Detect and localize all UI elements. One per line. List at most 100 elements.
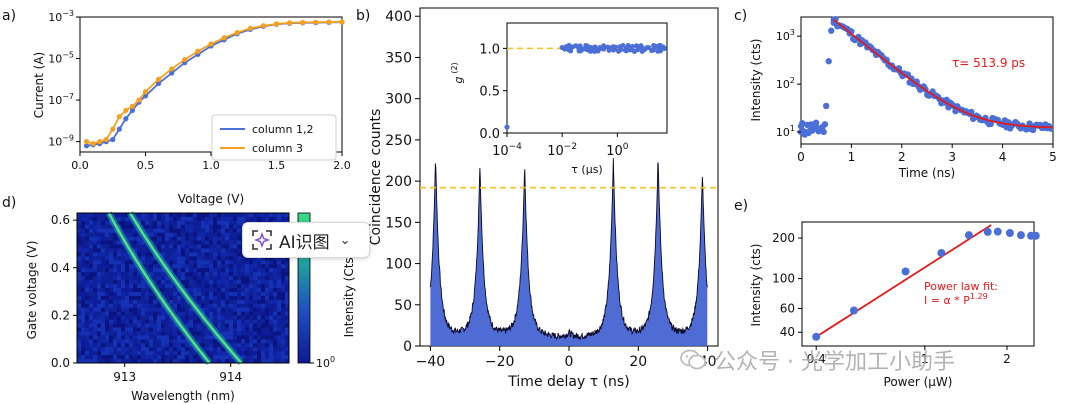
heatmap-cell — [225, 272, 230, 277]
heatmap-cell — [185, 220, 190, 226]
heatmap-cell — [137, 327, 142, 332]
heatmap-cell — [117, 315, 122, 320]
heatmap-cell — [277, 276, 282, 281]
heatmap-cell — [249, 291, 254, 297]
heatmap-cell — [77, 295, 82, 301]
heatmap-cell — [81, 351, 86, 356]
heatmap-cell — [129, 276, 134, 281]
heatmap-cell — [233, 295, 238, 301]
heatmap-cell — [189, 216, 194, 222]
heatmap-cell — [205, 311, 210, 317]
heatmap-cell — [113, 252, 118, 257]
heatmap-cell — [241, 288, 246, 293]
heatmap-cell — [241, 213, 246, 218]
heatmap-cell — [269, 272, 274, 277]
heatmap-cell — [177, 220, 182, 226]
heatmap-cell — [269, 288, 274, 293]
heatmap-cell — [265, 359, 270, 364]
heatmap-cell — [197, 272, 202, 277]
panel-c-ytick-label: 102 — [776, 76, 795, 91]
heatmap-cell — [121, 343, 126, 348]
heatmap-cell — [105, 311, 110, 317]
heatmap-cell — [273, 335, 278, 340]
heatmap-cell — [217, 295, 222, 301]
heatmap-cell — [245, 256, 250, 261]
heatmap-cell — [161, 311, 166, 317]
heatmap-cell — [177, 236, 182, 242]
heatmap-cell — [101, 327, 106, 332]
heatmap-cell — [197, 355, 202, 360]
heatmap-cell — [157, 331, 162, 336]
heatmap-cell — [281, 299, 286, 305]
heatmap-cell — [125, 323, 130, 328]
heatmap-cell — [265, 256, 270, 261]
heatmap-cell — [177, 355, 182, 360]
heatmap-cell — [221, 260, 226, 265]
heatmap-cell — [221, 288, 226, 293]
heatmap-cell — [77, 355, 82, 360]
heatmap-cell — [81, 236, 86, 242]
panel-d-ylabel: Gate voltage (V) — [25, 241, 39, 340]
heatmap-cell — [233, 224, 238, 230]
heatmap-cell — [181, 268, 186, 273]
chevron-down-icon[interactable]: ⌄ — [339, 232, 351, 248]
heatmap-cell — [213, 303, 218, 309]
heatmap-cell — [209, 216, 214, 222]
heatmap-cell — [85, 299, 90, 305]
heatmap-cell — [229, 291, 234, 297]
heatmap-cell — [141, 280, 146, 285]
heatmap-cell — [185, 252, 190, 257]
heatmap-cell — [229, 228, 234, 234]
heatmap-cell — [257, 280, 262, 285]
inset-ylabel-g: g — [452, 76, 465, 83]
heatmap-cell — [117, 252, 122, 257]
heatmap-cell — [209, 315, 214, 320]
heatmap-cell — [221, 224, 226, 230]
panel-b-ytick-label: 150 — [385, 215, 412, 231]
heatmap-cell — [125, 343, 130, 348]
heatmap-cell — [137, 244, 142, 249]
heatmap-cell — [265, 280, 270, 285]
heatmap-cell — [209, 295, 214, 301]
heatmap-cell — [265, 299, 270, 305]
heatmap-cell — [117, 299, 122, 305]
heatmap-cell — [153, 256, 158, 261]
heatmap-cell — [213, 280, 218, 285]
heatmap-cell — [249, 303, 254, 309]
heatmap-cell — [169, 295, 174, 301]
heatmap-cell — [221, 256, 226, 261]
panel-a-ytick-label: 10−9 — [48, 134, 74, 149]
heatmap-cell — [149, 335, 154, 340]
heatmap-cell — [217, 280, 222, 285]
heatmap-cell — [121, 291, 126, 297]
heatmap-cell — [209, 351, 214, 356]
heatmap-cell — [265, 323, 270, 328]
panel-c-point — [987, 120, 994, 128]
heatmap-cell — [209, 260, 214, 265]
heatmap-cell — [209, 272, 214, 277]
heatmap-cell — [145, 264, 150, 269]
heatmap-cell — [217, 307, 222, 313]
heatmap-cell — [77, 280, 82, 285]
heatmap-cell — [149, 323, 154, 328]
heatmap-cell — [169, 303, 174, 309]
heatmap-cell — [81, 319, 86, 324]
heatmap-cell — [233, 315, 238, 320]
heatmap-cell — [185, 347, 190, 352]
heatmap-cell — [237, 268, 242, 273]
heatmap-cell — [97, 343, 102, 348]
heatmap-cell — [205, 252, 210, 257]
heatmap-cell — [237, 264, 242, 269]
heatmap-cell — [241, 299, 246, 305]
ai-recognize-button[interactable]: AI识图 ⌄ — [242, 222, 370, 258]
heatmap-cell — [217, 260, 222, 265]
heatmap-cell — [137, 319, 142, 324]
heatmap-cell — [233, 319, 238, 324]
heatmap-cell — [93, 351, 98, 356]
heatmap-cell — [269, 268, 274, 273]
heatmap-cell — [157, 248, 162, 253]
heatmap-cell — [249, 280, 254, 285]
heatmap-cell — [225, 240, 230, 245]
heatmap-cell — [101, 347, 106, 352]
heatmap-cell — [189, 291, 194, 297]
